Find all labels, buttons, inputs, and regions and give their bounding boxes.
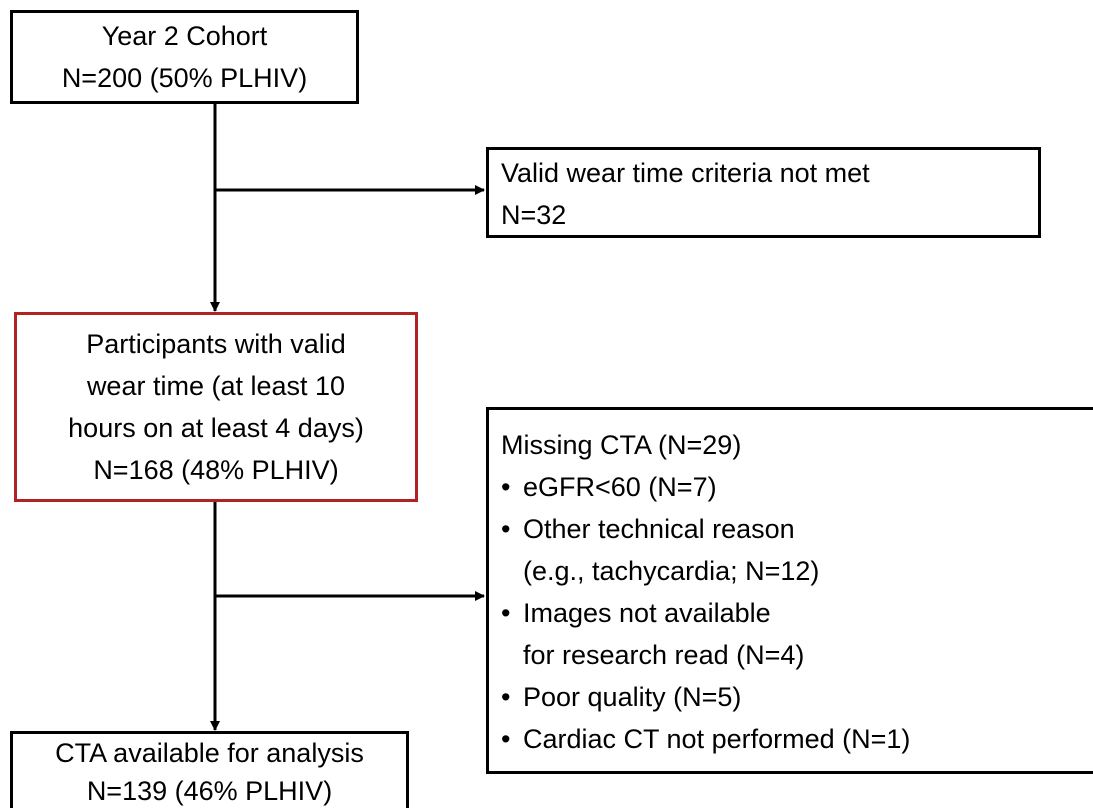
valid-box: Participants with valid wear time (at le… xyxy=(14,312,418,502)
missing-box: Missing CTA (N=29) eGFR<60 (N=7) Other t… xyxy=(486,407,1093,774)
text: Other technical reason xyxy=(523,514,795,544)
bullet-item: eGFR<60 (N=7) xyxy=(501,466,1093,508)
text: N=168 (48% PLHIV) xyxy=(93,455,339,485)
text: wear time (at least 10 xyxy=(86,371,346,401)
text: N=32 xyxy=(501,200,567,230)
bullet-item: Images not available for research read (N… xyxy=(501,592,1093,676)
text: Valid wear time criteria not met xyxy=(501,158,870,188)
bullet-item: Poor quality (N=5) xyxy=(501,676,1093,718)
text: (e.g., tachycardia; N=12) xyxy=(523,556,820,586)
text: CTA available for analysis xyxy=(55,738,364,768)
exclusion-box: Valid wear time criteria not met N=32 xyxy=(486,147,1041,238)
text: Missing CTA (N=29) xyxy=(501,430,742,460)
text: Participants with valid xyxy=(86,329,346,359)
text: for research read (N=4) xyxy=(523,640,805,670)
text: Images not available xyxy=(523,598,771,628)
text: Poor quality (N=5) xyxy=(523,682,742,712)
cohort-box: Year 2 Cohort N=200 (50% PLHIV) xyxy=(10,10,359,104)
text: eGFR<60 (N=7) xyxy=(523,472,717,502)
bullet-item: Cardiac CT not performed (N=1) xyxy=(501,718,1093,760)
text: hours on at least 4 days) xyxy=(68,413,364,443)
text: N=139 (46% PLHIV) xyxy=(86,776,333,806)
text: Year 2 Cohort xyxy=(101,21,268,51)
analysis-box: CTA available for analysis N=139 (46% PL… xyxy=(10,731,409,808)
text: Cardiac CT not performed (N=1) xyxy=(523,724,911,754)
bullet-item: Other technical reason (e.g., tachycardia… xyxy=(501,508,1093,592)
text: N=200 (50% PLHIV) xyxy=(61,63,308,93)
